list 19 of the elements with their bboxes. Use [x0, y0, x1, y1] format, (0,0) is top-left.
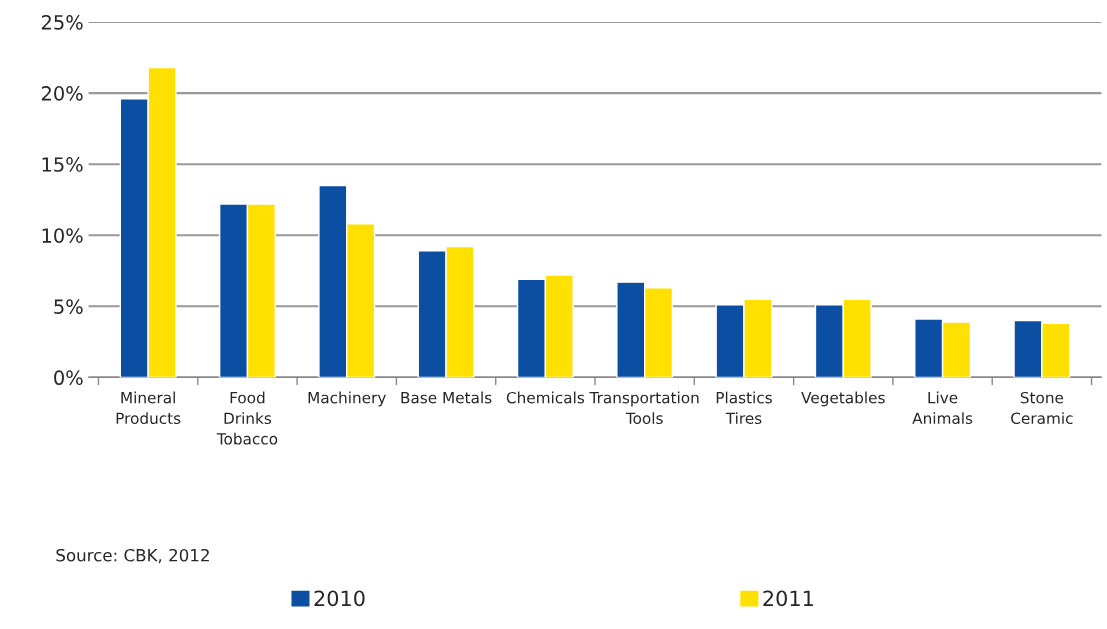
- y-tick-label: 20%: [41, 86, 83, 101]
- x-tick-label: Transportation Tools: [589, 391, 699, 425]
- x-tick-label: Vegetables: [801, 391, 885, 407]
- source-note: Source: CBK, 2012: [56, 548, 209, 564]
- x-tick-label: Machinery: [308, 391, 386, 407]
- x-tick-label: Live Animals: [912, 391, 973, 425]
- x-tick-label: Food Drinks Tobacco: [216, 391, 278, 445]
- x-tick-label: Mineral Products: [116, 391, 181, 425]
- y-tick-label: 5%: [54, 299, 83, 314]
- x-tick-label: Stone Ceramic: [1011, 391, 1073, 425]
- x-tick-label: Base Metals: [401, 391, 492, 404]
- y-tick-label: 15%: [42, 157, 83, 172]
- y-tick-label: 0%: [54, 370, 83, 386]
- legend-label: 2011: [763, 590, 813, 607]
- y-tick-label: 25%: [41, 14, 83, 30]
- x-tick-label: Chemicals: [506, 391, 585, 404]
- legend-label: 2010: [314, 590, 365, 607]
- x-tick-label: Plastics Tires: [716, 391, 772, 425]
- y-tick-label: 10%: [42, 228, 83, 243]
